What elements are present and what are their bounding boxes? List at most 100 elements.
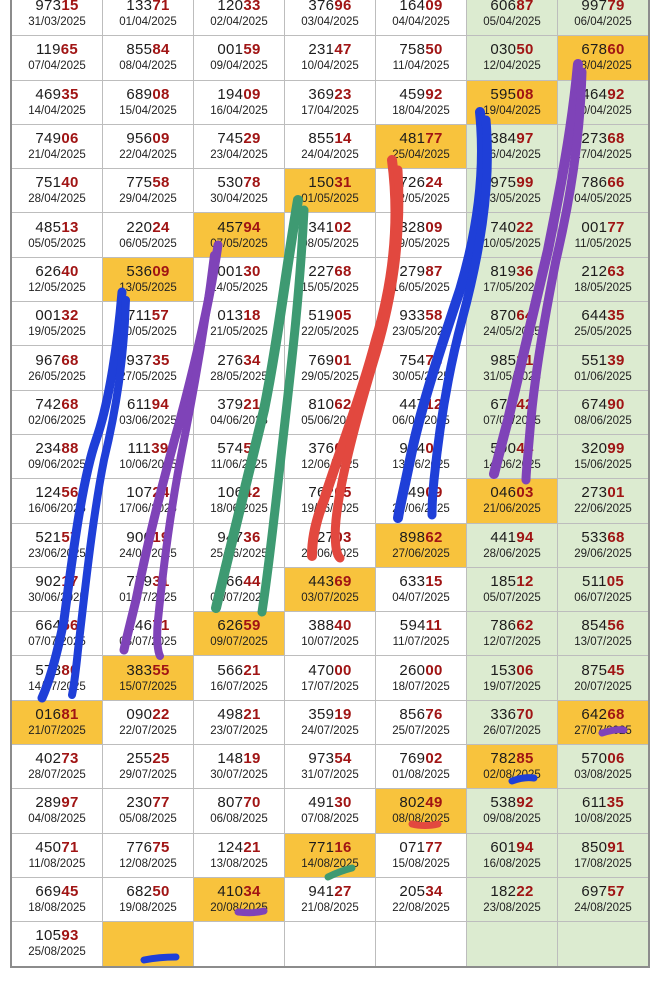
number-prefix: 742 xyxy=(35,395,62,413)
grid-cell: 76901 29/05/2025 xyxy=(284,345,376,391)
number-last-two: 06 xyxy=(607,750,625,768)
cell-date: 26/06/2025 xyxy=(301,547,359,560)
grid-cell: 67490 08/06/2025 xyxy=(557,389,650,435)
cell-number: 78662 xyxy=(467,617,557,635)
number-last-two: 21 xyxy=(243,395,261,413)
cell-number: 12421 xyxy=(194,839,284,857)
cell-date: 20/07/2025 xyxy=(574,680,632,693)
number-prefix: 669 xyxy=(35,883,62,901)
number-last-two: 22 xyxy=(152,705,170,723)
cell-number: 56644 xyxy=(194,573,284,591)
grid-cell: 77558 29/04/2025 xyxy=(102,168,194,214)
cell-date: 06/06/2025 xyxy=(392,414,450,427)
grid-row: 00132 19/05/2025 71157 20/05/2025 01318 21/05… xyxy=(10,301,650,347)
grid-cell: 64435 25/05/2025 xyxy=(557,301,650,347)
grid-cell: 53609 13/05/2025 xyxy=(102,256,194,303)
number-last-two: 92 xyxy=(607,85,625,103)
number-last-two: 05 xyxy=(334,484,352,502)
cell-date: 28/07/2025 xyxy=(28,769,86,782)
cell-date: 17/04/2025 xyxy=(301,104,359,117)
number-prefix: 124 xyxy=(217,838,244,856)
grid-cell: 74529 23/04/2025 xyxy=(193,123,285,170)
number-prefix: 383 xyxy=(126,661,153,679)
grid-row: 40273 28/07/2025 25525 29/07/2025 14819 30/07… xyxy=(10,744,650,790)
cell-number: 53078 xyxy=(194,174,284,192)
number-last-two: 75 xyxy=(152,838,170,856)
cell-number: 61135 xyxy=(558,794,648,812)
number-prefix: 933 xyxy=(399,307,426,325)
grid-cell: 97354 31/07/2025 xyxy=(284,744,376,790)
number-prefix: 601 xyxy=(490,838,517,856)
cell-number: 03050 xyxy=(467,41,557,59)
cell-date: 17/05/2025 xyxy=(483,281,541,294)
grid-cell: 71157 20/05/2025 xyxy=(102,301,194,347)
cell-date: 04/05/2025 xyxy=(574,193,632,206)
number-prefix: 153 xyxy=(490,661,517,679)
grid-cell: 76205 19/06/2025 xyxy=(284,478,376,524)
cell-number: 27301 xyxy=(558,484,648,502)
grid-cell: 80249 08/08/2025 xyxy=(375,788,467,834)
cell-number: 68908 xyxy=(103,86,193,104)
number-last-two: 57 xyxy=(151,307,170,325)
cell-date: 11/07/2025 xyxy=(392,636,450,649)
number-prefix: 611 xyxy=(126,395,152,413)
cell-number: 37921 xyxy=(194,396,284,414)
number-last-two: 58 xyxy=(152,174,170,192)
grid-cell: 12421 13/08/2025 xyxy=(193,832,285,878)
cell-date: 11/08/2025 xyxy=(28,857,86,870)
cell-number: 23488 xyxy=(12,440,102,458)
grid-cell: 00177 11/05/2025 xyxy=(557,212,650,258)
cell-date: 19/06/2025 xyxy=(301,503,359,516)
number-prefix: 182 xyxy=(490,883,517,901)
grid-cell: 85456 13/07/2025 xyxy=(557,611,650,657)
grid-cell: 87545 20/07/2025 xyxy=(557,655,650,701)
number-last-two: 00 xyxy=(334,661,352,679)
cell-date: 08/04/2025 xyxy=(119,60,177,73)
number-prefix: 148 xyxy=(217,750,244,768)
grid-cell: 78285 02/08/2025 xyxy=(466,744,558,790)
number-prefix: 227 xyxy=(308,262,335,280)
cell-number: 60687 xyxy=(467,0,557,15)
number-prefix: 276 xyxy=(217,351,244,369)
cell-date: 17/06/2025 xyxy=(119,503,177,516)
grid-row: 28997 04/08/2025 23077 05/08/2025 80770 06/08… xyxy=(10,788,650,834)
number-last-two: 01 xyxy=(334,351,352,369)
number-prefix: 771 xyxy=(308,838,335,856)
number-last-two: 35 xyxy=(61,85,79,103)
cell-date: 15/07/2025 xyxy=(119,680,177,693)
number-prefix: 133 xyxy=(126,0,153,15)
grid-cell: 00132 19/05/2025 xyxy=(10,301,103,347)
number-last-two: 68 xyxy=(334,262,352,280)
grid-cell: 11139 10/06/2025 xyxy=(102,433,194,480)
cell-number: 28997 xyxy=(12,794,102,812)
cell-date: 24/08/2025 xyxy=(574,902,632,915)
cell-date: 19/08/2025 xyxy=(119,902,177,915)
grid-cell: 19409 16/04/2025 xyxy=(193,79,285,125)
cell-date: 07/08/2025 xyxy=(301,813,359,826)
grid-row: 23488 09/06/2025 11139 10/06/2025 57457 11/06… xyxy=(10,433,650,480)
cell-number: 74529 xyxy=(194,130,284,148)
grid-cell: 33670 26/07/2025 xyxy=(466,699,558,746)
cell-date: 11/06/2025 xyxy=(210,459,268,472)
number-last-two: 24 xyxy=(425,174,443,192)
grid-cell: 34102 08/05/2025 xyxy=(284,212,376,258)
cell-date: 19/05/2025 xyxy=(28,326,86,339)
cell-number: 44194 xyxy=(467,529,557,547)
number-prefix: 016 xyxy=(35,705,62,723)
cell-number: 41034 xyxy=(194,883,284,901)
number-prefix: 956 xyxy=(126,130,153,148)
grid-cell: 59411 11/07/2025 xyxy=(375,611,467,657)
number-prefix: 498 xyxy=(217,705,244,723)
number-last-two: 15 xyxy=(61,0,79,15)
cell-number: 51105 xyxy=(558,573,648,591)
grid-cell: 20534 22/08/2025 xyxy=(375,876,467,923)
cell-date: 14/04/2025 xyxy=(28,104,86,117)
cell-date: 16/05/2025 xyxy=(392,281,450,294)
number-prefix: 030 xyxy=(490,41,517,59)
number-last-two: 44 xyxy=(243,573,261,590)
number-prefix: 745 xyxy=(217,130,244,148)
cell-date: 21/07/2025 xyxy=(28,724,86,737)
cell-date: 13/05/2025 xyxy=(119,281,177,294)
grid-cell xyxy=(466,921,558,968)
cell-number: 53892 xyxy=(467,794,557,812)
